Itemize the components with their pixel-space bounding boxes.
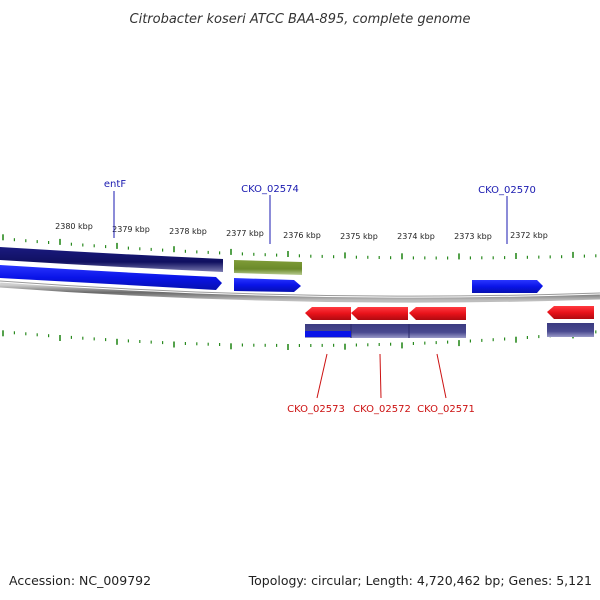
gene-cko-02573-arrow[interactable] — [305, 307, 351, 320]
entf-feature-track — [0, 247, 223, 272]
ruler-label-2378: 2378 kbp — [169, 227, 207, 236]
ruler-label-2372: 2372 kbp — [510, 231, 548, 240]
gene-label-cko-02572: CKO_02572 — [353, 404, 411, 415]
gene-label-cko-02574: CKO_02574 — [241, 184, 299, 195]
gene-right-edge-arrow[interactable] — [547, 306, 594, 319]
ruler-label-2373: 2373 kbp — [454, 232, 492, 241]
gene-cko-02570-arrow[interactable] — [472, 280, 543, 293]
ruler-labels: 2380 kbp 2379 kbp 2378 kbp 2377 kbp 2376… — [55, 222, 548, 241]
gene-cko-02574-arrow[interactable] — [234, 278, 301, 292]
outer-tick-ring — [2, 234, 597, 260]
cko-02573-leader — [316, 353, 328, 399]
cko-02571-leader — [436, 353, 447, 399]
genome-backbone — [0, 282, 600, 303]
gene-entf-arrow[interactable] — [0, 265, 222, 290]
accession-text: Accession: NC_009792 — [9, 573, 151, 588]
ruler-label-2375: 2375 kbp — [340, 232, 378, 241]
genome-summary-text: Topology: circular; Length: 4,720,462 bp… — [248, 573, 592, 588]
map-title: Citrobacter koseri ATCC BAA-895, complet… — [130, 12, 471, 27]
ruler-label-2380: 2380 kbp — [55, 222, 93, 231]
ruler-label-2376: 2376 kbp — [283, 231, 321, 240]
ruler-label-2377: 2377 kbp — [226, 229, 264, 238]
genome-backbone-edge — [0, 280, 600, 297]
gene-label-cko-02573: CKO_02573 — [287, 404, 345, 415]
inner-tick-ring — [2, 330, 597, 350]
reverse-feature-track-2 — [547, 323, 594, 337]
cko-02572-leader — [379, 353, 382, 399]
ruler-label-2374: 2374 kbp — [397, 232, 435, 241]
gene-label-entf: entF — [104, 179, 126, 190]
cko-02574-feature-track — [234, 260, 302, 275]
ruler-label-2379: 2379 kbp — [112, 225, 150, 234]
gene-cko-02571-arrow[interactable] — [409, 307, 466, 320]
gene-cko-02572-arrow[interactable] — [351, 307, 408, 320]
gene-label-cko-02570: CKO_02570 — [478, 185, 536, 196]
gene-label-cko-02571: CKO_02571 — [417, 404, 475, 415]
reverse-feature-blue-segment — [305, 331, 351, 337]
